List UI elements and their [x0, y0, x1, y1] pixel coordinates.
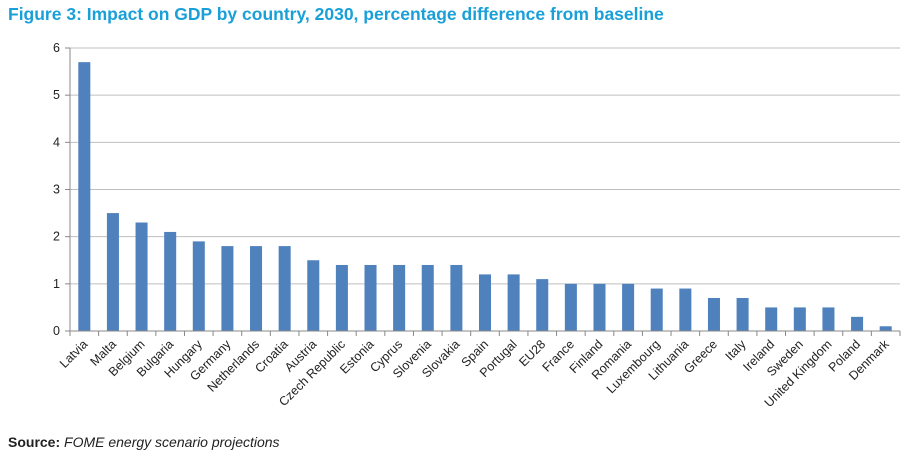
bar — [307, 260, 320, 331]
bar — [192, 241, 205, 331]
bar-chart: 0 1 2 3 4 5 6 LatviaMaltaBelgiumBulgariaHungar… — [53, 41, 901, 410]
bar — [593, 283, 606, 331]
bar — [250, 246, 263, 331]
bar — [78, 62, 91, 332]
bar-series — [78, 62, 892, 332]
bar — [650, 288, 663, 331]
bar — [622, 283, 635, 331]
bar — [736, 297, 749, 331]
bar — [364, 264, 377, 331]
bar — [478, 274, 492, 331]
bar — [879, 326, 892, 331]
bar — [679, 288, 692, 331]
y-tick-label: 0 — [53, 324, 60, 338]
x-tick-label: Latvia — [57, 337, 91, 371]
bar — [707, 297, 720, 331]
source-text: FOME energy scenario projections — [64, 434, 280, 450]
x-axis: LatviaMaltaBelgiumBulgariaHungaryGermany… — [57, 330, 901, 410]
bar — [765, 307, 778, 331]
bar — [851, 316, 864, 331]
source-label: Source: — [8, 434, 61, 450]
bar — [335, 264, 348, 331]
y-tick-label: 6 — [53, 41, 60, 55]
bar — [135, 222, 148, 331]
bar — [164, 231, 177, 331]
bar — [278, 246, 291, 331]
bar — [507, 274, 520, 331]
y-tick-label: 5 — [53, 88, 60, 102]
x-tick-label: Croatia — [252, 337, 290, 375]
bar — [221, 246, 234, 331]
chart-title: Figure 3: Impact on GDP by country, 2030… — [8, 4, 664, 24]
y-axis: 0 1 2 3 4 5 6 — [53, 41, 71, 338]
y-tick-label: 3 — [53, 183, 60, 197]
y-tick-label: 2 — [53, 230, 60, 244]
bar — [106, 213, 119, 331]
bar — [536, 279, 549, 331]
bar — [564, 283, 577, 331]
y-tick-label: 4 — [53, 135, 60, 149]
y-tick-label: 1 — [53, 277, 60, 291]
bar — [793, 307, 806, 331]
bar — [393, 264, 406, 331]
bar — [822, 307, 835, 331]
source-note: Source: FOME energy scenario projections — [8, 434, 280, 450]
bar — [450, 264, 463, 331]
bar — [421, 264, 434, 331]
